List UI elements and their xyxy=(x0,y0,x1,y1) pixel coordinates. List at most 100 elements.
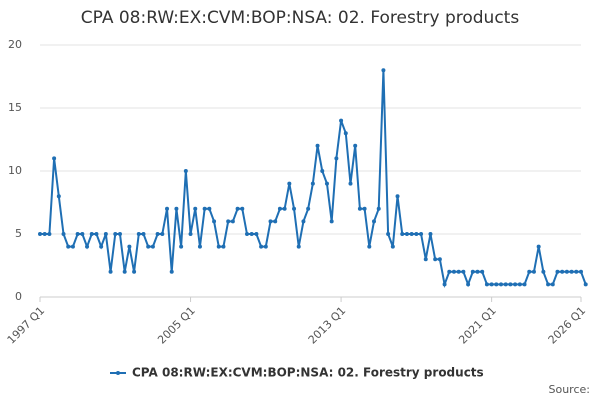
data-point xyxy=(254,232,259,236)
data-point xyxy=(546,282,551,287)
data-point xyxy=(193,206,198,211)
data-point xyxy=(475,269,480,274)
data-point xyxy=(484,282,489,287)
data-point xyxy=(456,269,461,274)
y-tick-label: 15 xyxy=(8,101,22,114)
data-point xyxy=(155,232,160,236)
data-point xyxy=(136,232,141,236)
data-point xyxy=(564,269,569,274)
data-point xyxy=(216,244,221,249)
data-point xyxy=(310,181,315,186)
data-point xyxy=(38,232,42,236)
data-point xyxy=(179,244,184,249)
data-point xyxy=(273,219,278,224)
data-point xyxy=(560,269,565,274)
data-point xyxy=(146,244,151,249)
series-line xyxy=(40,70,587,289)
data-point xyxy=(414,232,419,236)
data-point xyxy=(503,282,508,287)
data-point xyxy=(169,269,174,274)
data-point xyxy=(89,232,94,236)
data-point xyxy=(85,244,90,249)
data-point xyxy=(513,282,518,287)
data-point xyxy=(372,219,377,224)
data-point xyxy=(207,206,212,211)
data-point xyxy=(70,244,75,249)
data-point xyxy=(127,244,132,249)
data-point xyxy=(296,244,301,249)
data-point xyxy=(244,232,249,236)
data-point xyxy=(433,257,438,262)
data-point xyxy=(386,232,391,236)
data-point xyxy=(583,282,588,287)
data-point xyxy=(263,244,268,249)
data-point xyxy=(315,143,320,148)
y-tick-label: 5 xyxy=(15,227,22,240)
legend-marker xyxy=(116,371,120,375)
data-point xyxy=(197,244,202,249)
data-point xyxy=(320,169,325,173)
data-point xyxy=(353,143,358,148)
data-point xyxy=(277,206,282,211)
data-point xyxy=(579,269,583,274)
data-point xyxy=(466,282,471,287)
data-point xyxy=(499,282,504,287)
data-point xyxy=(80,232,85,236)
data-point xyxy=(202,206,207,211)
x-tick-label: 1997 Q1 xyxy=(5,304,48,347)
data-point xyxy=(447,269,452,274)
x-tick-label: 2026 Q1 xyxy=(546,304,589,347)
data-point xyxy=(117,232,122,236)
data-point xyxy=(376,206,381,211)
data-point xyxy=(240,206,245,211)
data-point xyxy=(541,269,546,274)
data-point xyxy=(122,269,127,274)
data-point xyxy=(259,244,264,249)
data-point xyxy=(550,282,555,287)
data-point xyxy=(282,206,287,211)
data-point xyxy=(404,232,409,236)
data-point xyxy=(451,269,456,274)
data-point xyxy=(150,244,155,249)
data-point xyxy=(94,232,99,236)
data-point xyxy=(531,269,536,274)
data-point xyxy=(212,219,217,224)
data-point xyxy=(268,219,273,224)
data-point xyxy=(400,232,405,236)
data-point xyxy=(108,269,113,274)
data-point xyxy=(527,269,532,274)
data-point xyxy=(517,282,522,287)
data-point xyxy=(165,206,170,211)
data-point xyxy=(75,232,80,236)
y-tick-label: 10 xyxy=(8,164,22,177)
data-point xyxy=(508,282,513,287)
data-point xyxy=(306,206,311,211)
data-point xyxy=(47,232,52,236)
data-point xyxy=(555,269,560,274)
data-point xyxy=(221,244,226,249)
data-point xyxy=(42,232,47,236)
data-point xyxy=(381,68,386,73)
data-point xyxy=(292,206,297,211)
data-point xyxy=(423,257,428,262)
data-point xyxy=(329,219,334,224)
data-point xyxy=(574,269,579,274)
data-point xyxy=(357,206,362,211)
data-point xyxy=(334,156,339,161)
data-point xyxy=(343,131,348,136)
data-point xyxy=(536,244,541,249)
data-point xyxy=(339,118,344,123)
data-point xyxy=(230,219,235,224)
data-point xyxy=(437,257,442,262)
data-point xyxy=(66,244,71,249)
data-point xyxy=(324,181,329,186)
data-point xyxy=(470,269,475,274)
data-point xyxy=(367,244,372,249)
data-point xyxy=(141,232,146,236)
data-point xyxy=(103,232,108,236)
data-point xyxy=(480,269,485,274)
data-point xyxy=(442,282,447,287)
data-point xyxy=(395,194,400,199)
data-point xyxy=(409,232,414,236)
